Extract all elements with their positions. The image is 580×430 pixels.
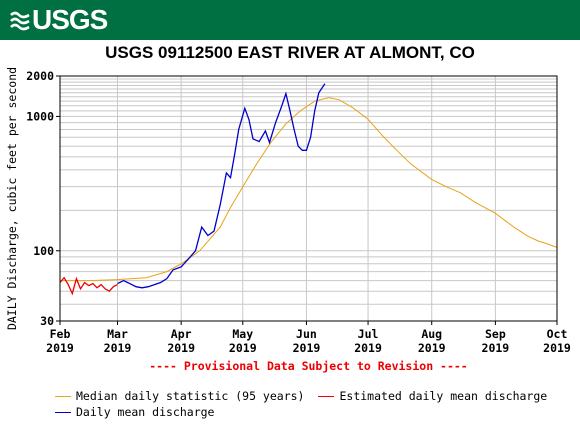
plot-area [60, 76, 557, 321]
x-tick-year: 2019 [418, 341, 446, 355]
x-tick-month: Feb [50, 327, 71, 341]
legend-daily-mean: Daily mean discharge [55, 405, 214, 419]
x-tick-year: 2019 [167, 341, 195, 355]
chart-legend: Median daily statistic (95 years) Estima… [55, 388, 547, 420]
legend-daily-mean-label: Daily mean discharge [76, 405, 215, 419]
legend-median: Median daily statistic (95 years) [55, 389, 304, 403]
usgs-header-bar: USGS [0, 0, 580, 40]
y-tick-label: 2000 [26, 69, 54, 83]
legend-median-label: Median daily statistic (95 years) [76, 389, 305, 403]
y-tick-label: 100 [33, 244, 54, 258]
x-tick-year: 2019 [354, 341, 382, 355]
y-axis-label: DAILY Discharge, cubic feet per second [5, 67, 19, 330]
y-tick-label: 1000 [26, 109, 54, 123]
x-tick-month: Mar [107, 327, 128, 341]
x-tick-month: Sep [485, 327, 506, 341]
y-tick-label: 30 [40, 314, 54, 328]
x-tick-year: 2019 [543, 341, 571, 355]
estimated-series-line [59, 276, 118, 296]
chart-title: USGS 09112500 EAST RIVER AT ALMONT, CO [105, 43, 475, 62]
usgs-wave-icon [10, 11, 30, 31]
usgs-logo-text: USGS [32, 4, 108, 35]
median-series-line [60, 97, 558, 282]
legend-estimated: Estimated daily mean discharge [318, 389, 547, 403]
x-tick-month: Jun [296, 327, 317, 341]
provisional-note: ---- Provisional Data Subject to Revisio… [149, 359, 468, 373]
x-tick-month: May [232, 327, 253, 341]
x-tick-month: Oct [547, 327, 568, 341]
x-tick-year: 2019 [104, 341, 132, 355]
x-tick-year: 2019 [229, 341, 257, 355]
legend-median-swatch [55, 395, 71, 397]
usgs-logo: USGS [10, 4, 108, 35]
x-tick-month: Jul [358, 327, 379, 341]
x-tick-year: 2019 [482, 341, 510, 355]
legend-estimated-swatch [318, 395, 335, 397]
x-tick-month: Aug [421, 327, 442, 341]
daily-mean-series-line [117, 83, 326, 289]
x-tick-year: 2019 [293, 341, 321, 355]
x-tick-month: Apr [171, 327, 192, 341]
plot-border [59, 75, 558, 322]
legend-daily-mean-swatch [55, 411, 71, 413]
x-tick-year: 2019 [46, 341, 74, 355]
legend-estimated-label: Estimated daily mean discharge [339, 389, 548, 403]
